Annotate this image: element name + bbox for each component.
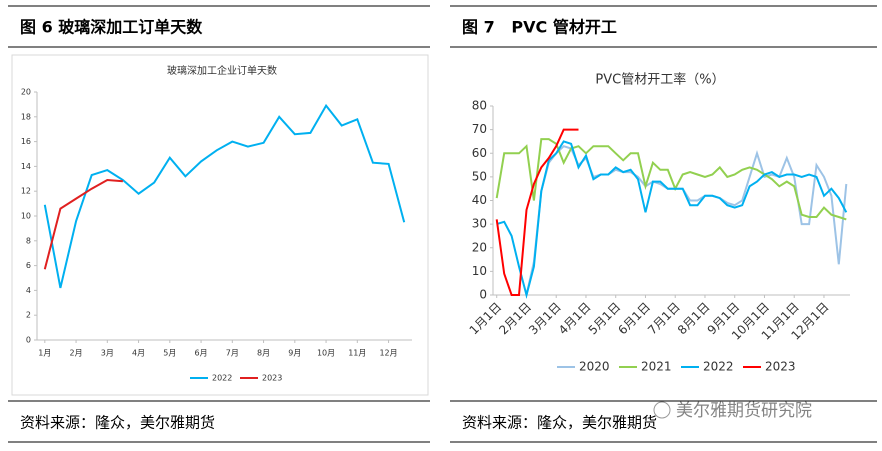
- y-tick-label: 8: [26, 236, 31, 245]
- series-line: [495, 138, 847, 221]
- legend-label: 2022: [703, 360, 734, 374]
- x-tick-label: 2月1日: [496, 300, 534, 338]
- y-tick-label: 6: [26, 261, 31, 270]
- series-line: [496, 140, 848, 299]
- x-tick-label: 3月: [101, 349, 114, 358]
- y-tick-label: 50: [472, 169, 487, 183]
- y-tick-label: 70: [472, 122, 487, 136]
- legend-label: 2020: [579, 360, 610, 374]
- chart-frame: [11, 54, 429, 396]
- source-note: 资料来源：隆众，美尔雅期货: [462, 414, 657, 432]
- y-tick-label: 10: [472, 264, 487, 278]
- x-tick-label: 5月1日: [586, 300, 624, 338]
- chart-title: 玻璃深加工企业订单天数: [167, 64, 277, 77]
- y-tick-label: 12: [21, 187, 31, 196]
- x-tick-label: 8月1日: [675, 300, 713, 338]
- x-tick-label: 12月: [379, 349, 397, 358]
- y-tick-label: 60: [472, 146, 487, 160]
- figure-heading: 图 7 PVC 管材开工: [462, 18, 617, 37]
- watermark-icon: [653, 401, 671, 419]
- figure-heading: 图 6 玻璃深加工订单天数: [20, 18, 203, 37]
- x-tick-label: 8月: [257, 349, 270, 358]
- series-line: [525, 145, 848, 296]
- chart-title: PVC管材开工率（%）: [595, 72, 724, 88]
- watermark: 美尔雅期货研究院: [676, 401, 812, 421]
- y-tick-label: 20: [472, 240, 487, 254]
- x-tick-label: 6月1日: [615, 300, 653, 338]
- source-note: 资料来源：隆众，美尔雅期货: [20, 414, 215, 432]
- x-tick-label: 2月: [70, 349, 83, 358]
- y-tick-label: 40: [472, 193, 487, 207]
- series-line: [43, 103, 406, 289]
- legend-label: 2023: [262, 374, 282, 383]
- y-tick-label: 4: [26, 286, 31, 295]
- legend-label: 2021: [641, 360, 672, 374]
- x-tick-label: 7月: [226, 349, 239, 358]
- y-tick-label: 80: [472, 99, 487, 113]
- x-tick-label: 7月1日: [645, 300, 683, 338]
- y-tick-label: 16: [21, 137, 31, 146]
- x-tick-label: 10月: [317, 349, 335, 358]
- series-line: [495, 128, 579, 296]
- x-tick-label: 1月1日: [467, 300, 505, 338]
- y-tick-label: 0: [479, 288, 487, 302]
- x-tick-label: 3月1日: [526, 300, 564, 338]
- x-tick-label: 4月1日: [556, 300, 594, 338]
- y-tick-label: 2: [26, 311, 31, 320]
- x-tick-label: 9月: [288, 349, 301, 358]
- y-tick-label: 20: [21, 88, 31, 97]
- y-tick-label: 18: [21, 112, 31, 121]
- y-tick-label: 0: [26, 336, 31, 345]
- legend-label: 2022: [212, 374, 232, 383]
- legend-label: 2023: [765, 360, 796, 374]
- x-tick-label: 1月: [38, 349, 51, 358]
- x-tick-label: 11月: [348, 349, 366, 358]
- y-tick-label: 10: [21, 212, 31, 221]
- x-tick-label: 5月: [163, 349, 176, 358]
- series-line: [43, 178, 123, 270]
- y-tick-label: 14: [21, 162, 31, 171]
- x-tick-label: 4月: [132, 349, 145, 358]
- y-tick-label: 30: [472, 217, 487, 231]
- x-tick-label: 6月: [195, 349, 208, 358]
